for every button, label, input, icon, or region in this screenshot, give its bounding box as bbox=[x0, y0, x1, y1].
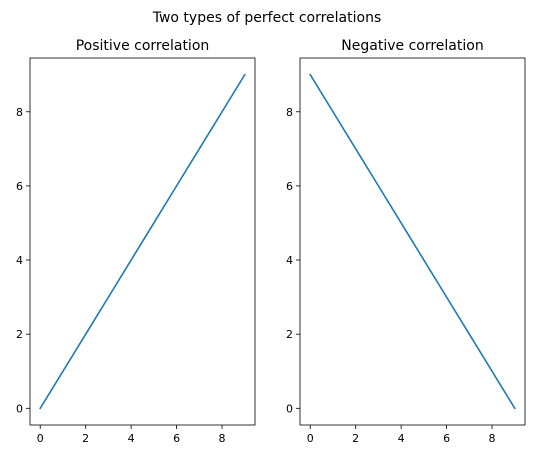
series-line-positive bbox=[39, 73, 246, 410]
y-tick-label: 6 bbox=[16, 180, 23, 193]
x-tick-label: 6 bbox=[173, 432, 180, 445]
y-tick-label: 8 bbox=[16, 106, 23, 119]
x-tick-label: 4 bbox=[398, 432, 405, 445]
y-tick-label: 0 bbox=[286, 402, 293, 415]
series-line-negative bbox=[309, 73, 516, 410]
figure-title: Two types of perfect correlations bbox=[152, 10, 382, 26]
axes-frame-negative bbox=[299, 57, 526, 426]
subplot-negative: Negative correlation 0 2 4 6 8 0 2 4 6 8 bbox=[286, 38, 526, 445]
y-tick-label: 2 bbox=[16, 328, 23, 341]
x-tick-label: 6 bbox=[443, 432, 450, 445]
x-tick-label: 8 bbox=[489, 432, 496, 445]
y-tick-label: 2 bbox=[286, 328, 293, 341]
axes-frame-positive bbox=[29, 57, 256, 426]
y-tick-label: 4 bbox=[16, 254, 23, 267]
x-tick-label: 8 bbox=[219, 432, 226, 445]
subplot-positive: Positive correlation 0 2 4 6 8 0 2 4 6 8 bbox=[16, 38, 256, 445]
x-tick-label: 2 bbox=[82, 432, 89, 445]
subplot-title-negative: Negative correlation bbox=[341, 38, 483, 54]
x-tick-label: 0 bbox=[307, 432, 314, 445]
subplot-title-positive: Positive correlation bbox=[76, 38, 210, 54]
x-tick-label: 4 bbox=[128, 432, 135, 445]
y-tick-label: 0 bbox=[16, 402, 23, 415]
x-tick-label: 0 bbox=[37, 432, 44, 445]
y-tick-label: 4 bbox=[286, 254, 293, 267]
y-tick-label: 8 bbox=[286, 106, 293, 119]
y-tick-label: 6 bbox=[286, 180, 293, 193]
x-tick-label: 2 bbox=[352, 432, 359, 445]
